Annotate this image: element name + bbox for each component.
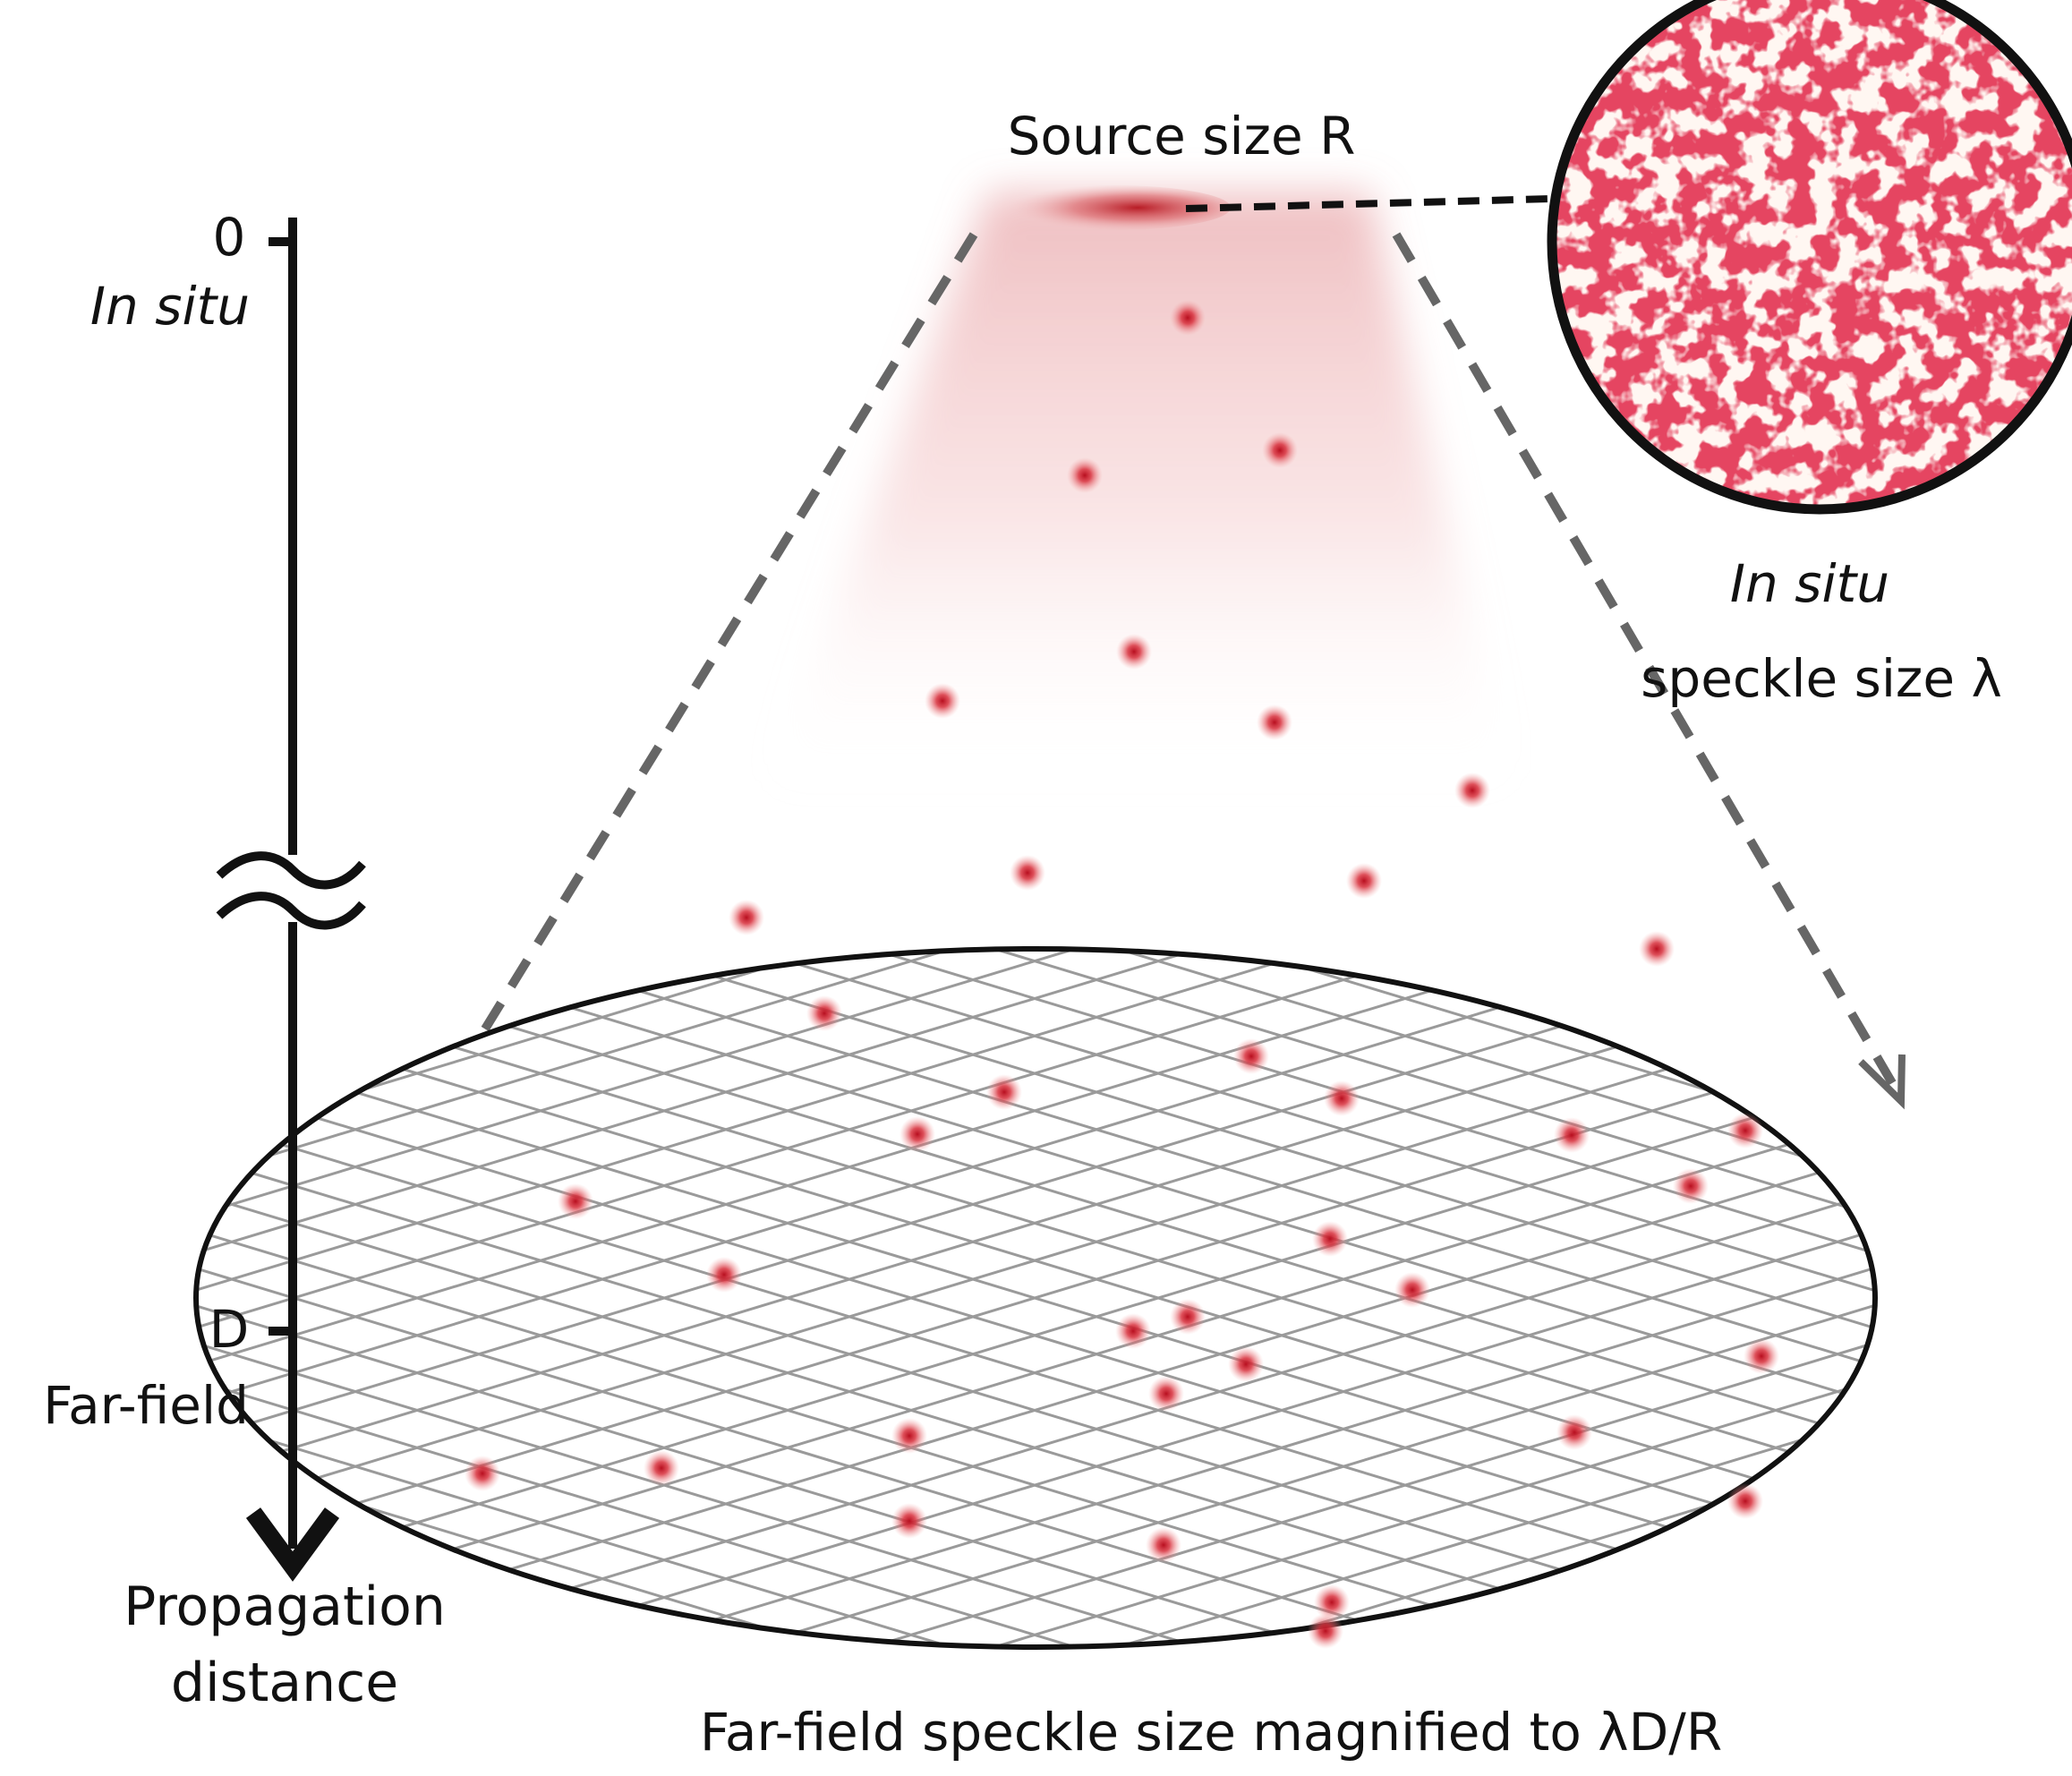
inset-speckle-texture bbox=[1552, 0, 2072, 509]
grid-line bbox=[196, 949, 1105, 1647]
grid-line bbox=[1211, 949, 1875, 1647]
speckle-dot bbox=[706, 1257, 742, 1293]
speckle-dot bbox=[1727, 1113, 1763, 1148]
axis-title-line2: distance bbox=[171, 1652, 398, 1714]
grid-line bbox=[196, 949, 982, 1647]
axis-title-line1: Propagation bbox=[124, 1575, 446, 1638]
grid-line bbox=[196, 949, 858, 1647]
grid-line bbox=[1953, 940, 2072, 1656]
speckle-dot bbox=[1115, 1313, 1151, 1349]
tick-d-label: D bbox=[209, 1299, 250, 1360]
speckle-dots bbox=[465, 300, 1779, 1649]
far-field-ellipse-outline bbox=[193, 946, 1878, 1650]
grid-line bbox=[196, 949, 1875, 1647]
speckle-dot bbox=[1262, 432, 1298, 468]
inset-label-line2: speckle size λ bbox=[1641, 648, 2002, 709]
grid-line bbox=[840, 949, 1875, 1647]
speckle-dot bbox=[891, 1503, 927, 1539]
grid-line bbox=[196, 949, 1723, 1647]
grid-line bbox=[1211, 949, 1875, 1647]
inset-label-line1: In situ bbox=[1730, 553, 1889, 614]
grid-line bbox=[717, 949, 1875, 1647]
grid-line bbox=[196, 949, 1599, 1647]
speckle-dot bbox=[1148, 1376, 1184, 1412]
grid-line bbox=[964, 949, 1875, 1647]
speckle-dot bbox=[1170, 1299, 1206, 1335]
grid-line bbox=[196, 949, 1229, 1647]
speckle-dot bbox=[1744, 1338, 1779, 1374]
speckle-dot bbox=[1228, 1346, 1264, 1382]
right-arrow-head bbox=[1858, 1054, 1906, 1110]
speckle-dot bbox=[891, 1418, 927, 1454]
speckle-dot bbox=[558, 1183, 593, 1219]
speckle-dot bbox=[1324, 1080, 1360, 1116]
speckle-dot bbox=[925, 683, 960, 719]
speckle-dot bbox=[1639, 931, 1675, 967]
speckle-dot bbox=[1454, 773, 1490, 808]
grid-line bbox=[196, 949, 1846, 1647]
speckle-dot bbox=[465, 1456, 500, 1491]
grid-line bbox=[0, 940, 116, 1656]
propagation-axis bbox=[216, 218, 366, 1582]
speckle-dot bbox=[1394, 1272, 1430, 1308]
speckle-dot bbox=[1673, 1168, 1709, 1204]
speckle-dot bbox=[806, 995, 842, 1031]
light-cone bbox=[770, 192, 1508, 788]
inset-connector bbox=[1185, 195, 1554, 212]
speckle-dot bbox=[1146, 1527, 1181, 1563]
speckle-dot bbox=[1116, 634, 1152, 670]
grid-line bbox=[196, 949, 1105, 1647]
source-label: Source size R bbox=[1008, 106, 1356, 166]
tick-d-caption: Far-field bbox=[43, 1375, 249, 1436]
grid-line bbox=[196, 949, 1352, 1647]
grid-line bbox=[1087, 949, 1875, 1647]
speckle-dot bbox=[1010, 855, 1045, 891]
grid-line bbox=[196, 949, 858, 1647]
grid-line bbox=[1087, 949, 1875, 1647]
grid-line bbox=[470, 949, 1875, 1647]
grid-line bbox=[346, 949, 1875, 1647]
grid-line bbox=[196, 949, 1352, 1647]
grid-line bbox=[196, 949, 1229, 1647]
speckle-dot bbox=[900, 1116, 935, 1152]
speckle-dot bbox=[1314, 1584, 1350, 1620]
speckle-dot bbox=[1257, 704, 1292, 740]
speckle-dot bbox=[986, 1074, 1022, 1110]
axis-break-upper bbox=[216, 851, 366, 890]
speckle-dot bbox=[1556, 1414, 1592, 1450]
far-field-label: Far-field speckle size magnified to λD/R bbox=[700, 1702, 1722, 1763]
grid-line bbox=[196, 949, 1875, 1647]
tick-zero-caption: In situ bbox=[90, 276, 250, 337]
speckle-dot bbox=[1170, 300, 1206, 336]
speckle-dot bbox=[1233, 1038, 1269, 1074]
inset-border bbox=[1547, 0, 2072, 515]
right-dashed-line bbox=[1392, 232, 1902, 1095]
grid-line bbox=[964, 949, 1875, 1647]
axis-arrow-head bbox=[245, 1507, 340, 1582]
left-dashed-line bbox=[458, 232, 978, 1068]
speckle-dot bbox=[1346, 863, 1382, 899]
grid-line bbox=[717, 949, 1875, 1647]
tick-zero-label: 0 bbox=[213, 207, 246, 268]
grid-line bbox=[1953, 940, 2072, 1656]
speckle-dot bbox=[1312, 1221, 1348, 1257]
grid-line bbox=[196, 949, 982, 1647]
speckle-dot bbox=[1308, 1613, 1343, 1649]
speckle-dot bbox=[1067, 457, 1103, 493]
axis-break-lower bbox=[216, 892, 366, 930]
grid-line bbox=[0, 940, 116, 1656]
source-spot bbox=[998, 185, 1231, 230]
grid-line bbox=[593, 949, 1875, 1647]
speckle-dot bbox=[1554, 1117, 1590, 1153]
speckle-dot bbox=[644, 1450, 679, 1486]
speckle-dot bbox=[729, 900, 764, 935]
speckle-dot bbox=[1727, 1483, 1763, 1519]
in-situ-inset bbox=[1547, 0, 2072, 515]
